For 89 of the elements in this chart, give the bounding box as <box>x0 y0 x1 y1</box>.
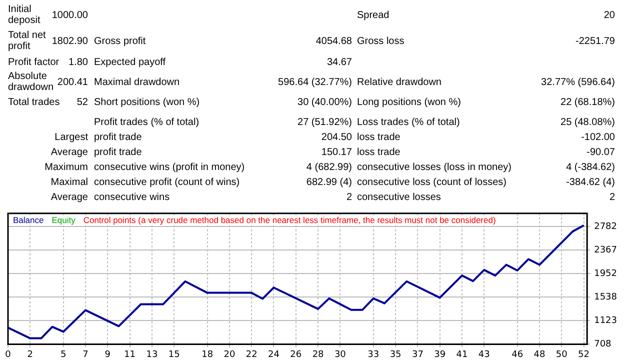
text: 27 (51.92%) <box>298 117 352 128</box>
x-tick-label: 7 <box>82 350 88 360</box>
y-tick-label: 708 <box>594 340 612 350</box>
x-tick-label: 11 <box>124 350 136 360</box>
text: 20 <box>604 10 615 21</box>
x-tick-label: 2 <box>27 350 34 360</box>
text: 4 (682.99) <box>306 162 352 173</box>
x-tick-label: 22 <box>246 350 258 360</box>
text: 1.80 <box>68 57 88 68</box>
legend-label: Control points (a very crude method based on the nearest less timeframe, the results must not be considered) <box>83 215 496 225</box>
x-tick-label: 35 <box>390 350 402 360</box>
x-tick-label: 24 <box>268 350 280 360</box>
text: loss trade <box>357 132 400 143</box>
text: 1802.90 <box>52 36 88 47</box>
text: Long positions (won %) <box>357 97 461 108</box>
x-tick-label: 0 <box>5 350 12 360</box>
x-tick-label: 20 <box>224 350 236 360</box>
text: Average <box>50 192 88 203</box>
y-tick-label: 2782 <box>594 222 617 232</box>
text: Largest <box>54 132 88 143</box>
text: Gross loss <box>357 36 404 47</box>
x-tick-label: 15 <box>168 350 180 360</box>
text: 1000.00 <box>52 10 88 21</box>
text: Maximal <box>50 177 88 188</box>
text: -384.62 (4) <box>566 177 615 188</box>
x-tick-label: 37 <box>412 350 424 360</box>
text: consecutive wins (profit in money) <box>94 162 245 173</box>
text: Absolute drawdown <box>8 71 54 93</box>
x-tick-label: 52 <box>578 350 590 360</box>
text: consecutive loss (count of losses) <box>357 177 507 188</box>
text: 4 (-384.62) <box>566 162 615 173</box>
text: Balance <box>13 215 44 225</box>
text: 200.41 <box>57 77 88 88</box>
x-tick-label: 28 <box>312 350 324 360</box>
x-tick-label: 9 <box>104 350 111 360</box>
text: Profit trades (% of total) <box>94 117 200 128</box>
text: Gross profit <box>94 36 146 47</box>
text: profit trade <box>94 147 142 158</box>
text: -2251.79 <box>576 36 615 47</box>
text: loss trade <box>357 147 400 158</box>
text: Spread <box>357 10 390 21</box>
text: 204.50 <box>321 132 352 143</box>
text: 2 <box>609 192 615 203</box>
text: Loss trades (% of total) <box>357 117 460 128</box>
text: -90.07 <box>586 147 615 158</box>
text: 682.99 (4) <box>306 177 352 188</box>
x-tick-label: 48 <box>534 350 546 360</box>
text: consecutive wins <box>94 192 170 203</box>
text: consecutive profit (count of wins) <box>94 177 240 188</box>
text: Total net profit <box>8 30 46 52</box>
text: Maximal drawdown <box>94 77 180 88</box>
text: Expected payoff <box>94 57 166 68</box>
text: Profit factor <box>8 57 60 68</box>
text: Total trades <box>8 97 61 108</box>
text: 52 <box>76 97 88 108</box>
text: consecutive losses (loss in money) <box>357 162 512 173</box>
text: consecutive losses <box>357 192 441 203</box>
text: 32.77% (596.64) <box>541 77 615 88</box>
x-tick-label: 50 <box>556 350 568 360</box>
text: 596.64 (32.77%) <box>278 77 352 88</box>
y-tick-label: 1538 <box>594 292 618 302</box>
text: 2 <box>346 192 352 203</box>
x-tick-label: 43 <box>478 350 490 360</box>
x-tick-label: 33 <box>368 350 380 360</box>
legend-label: Equity <box>52 215 76 225</box>
y-tick-label: 1123 <box>594 316 617 326</box>
text: -102.00 <box>581 132 615 143</box>
x-tick-label: 13 <box>146 350 158 360</box>
text: Average <box>50 147 88 158</box>
x-tick-label: 41 <box>456 350 468 360</box>
x-tick-label: 46 <box>512 350 524 360</box>
x-tick-label: 30 <box>334 350 346 360</box>
x-tick-label: 39 <box>434 350 446 360</box>
text: Initial deposit <box>8 4 40 26</box>
text: 4054.68 <box>316 36 352 47</box>
x-tick-label: 5 <box>60 350 66 360</box>
text: 30 (40.00%) <box>298 97 352 108</box>
x-tick-label: 26 <box>290 350 302 360</box>
text: 34.67 <box>326 57 352 68</box>
text: Maximum <box>44 162 88 173</box>
text: Short positions (won %) <box>94 97 200 108</box>
y-tick-label: 1952 <box>594 268 617 279</box>
text: Relative drawdown <box>357 77 442 88</box>
text: 150.17 <box>321 147 352 158</box>
text: profit trade <box>94 132 142 143</box>
x-tick-label: 18 <box>202 350 214 360</box>
text: 25 (48.08%) <box>560 117 615 128</box>
text: 22 (68.18%) <box>560 97 615 108</box>
y-tick-label: 2367 <box>594 245 617 256</box>
